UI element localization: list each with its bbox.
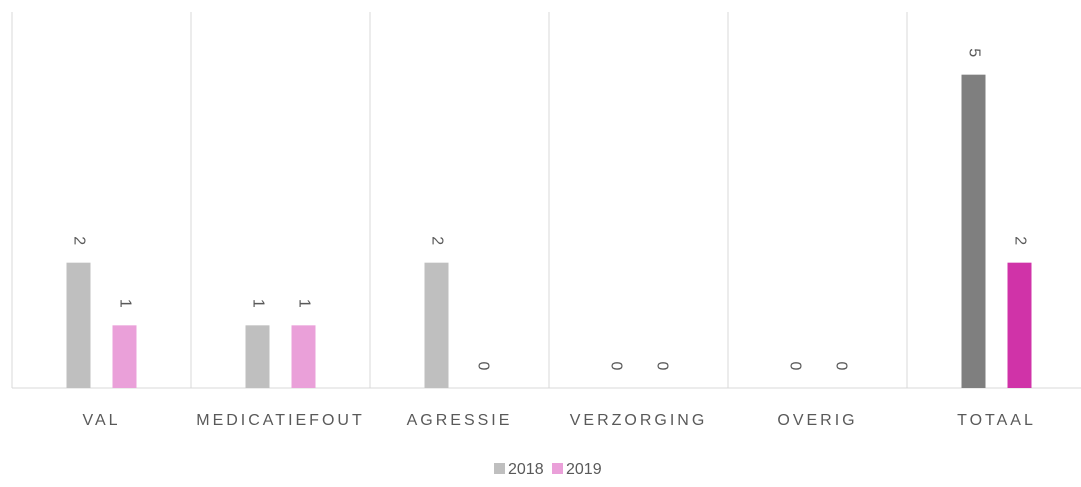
data-label: 0 (786, 362, 803, 371)
data-label: 0 (832, 362, 849, 371)
data-label: 2 (428, 236, 445, 245)
bar (424, 262, 449, 388)
bar (245, 325, 270, 388)
data-label: 1 (249, 299, 266, 308)
data-label: 2 (70, 236, 87, 245)
legend-swatch (552, 463, 563, 474)
data-label: 1 (116, 299, 133, 308)
x-tick-label: VAL (82, 412, 120, 429)
bar (112, 325, 137, 388)
bar (291, 325, 316, 388)
legend-label: 2019 (566, 461, 602, 478)
bar (961, 74, 986, 389)
data-label: 5 (965, 48, 982, 57)
legend-label: 2018 (508, 461, 544, 478)
data-label: 2 (1011, 236, 1028, 245)
data-label: 0 (653, 362, 670, 371)
data-label: 0 (607, 362, 624, 371)
x-tick-label: MEDICATIEFOUT (196, 412, 364, 429)
x-tick-label: AGRESSIE (407, 412, 513, 429)
x-tick-label: OVERIG (777, 412, 857, 429)
bar (66, 262, 91, 388)
x-tick-label: VERZORGING (570, 412, 708, 429)
bar (1007, 262, 1032, 388)
legend-swatch (494, 463, 505, 474)
data-label: 1 (295, 299, 312, 308)
x-tick-label: TOTAAL (957, 412, 1036, 429)
data-label: 0 (474, 362, 491, 371)
